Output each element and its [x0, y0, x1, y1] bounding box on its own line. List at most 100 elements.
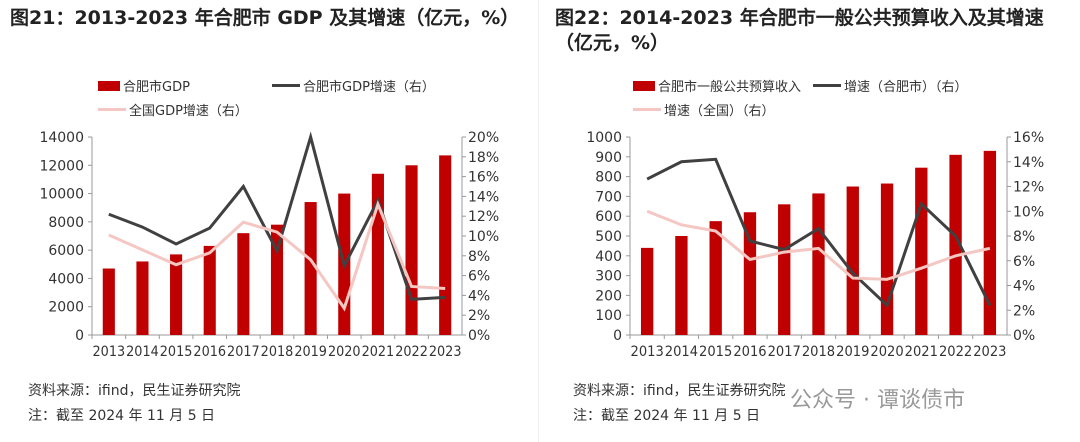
left-tick-label: 0: [613, 328, 622, 344]
bar: [675, 236, 688, 335]
divider: [538, 0, 539, 442]
legend-label: 增速（全国）（右）: [664, 104, 775, 119]
right-tick-label: 2%: [1013, 303, 1035, 319]
legend-label: 合肥市一般公共预算收入: [658, 80, 802, 95]
legend-item: 全国GDP增速（右）: [98, 100, 248, 119]
bar: [709, 221, 722, 335]
x-tick-label: 2018: [802, 344, 835, 360]
left-tick-label: 4000: [48, 271, 84, 287]
right-tick-label: 0%: [468, 328, 490, 344]
legend-item: 合肥市一般公共预算收入: [633, 76, 801, 95]
legend-label: 合肥市GDP增速（右）: [303, 80, 435, 95]
left-tick-label: 8000: [48, 215, 84, 231]
watermark: 公众号 · 谭谈债市: [790, 388, 965, 413]
right-tick-label: 10%: [1013, 204, 1044, 220]
right-tick-label: 14%: [1013, 155, 1044, 171]
x-tick-label: 2018: [261, 344, 294, 360]
left-tick-label: 10000: [39, 187, 84, 203]
left-tick-label: 800: [595, 170, 622, 186]
left-tick-label: 400: [595, 249, 622, 265]
bar: [778, 204, 791, 335]
x-tick-label: 2023: [973, 344, 1006, 360]
right-tick-label: 6%: [1013, 254, 1035, 270]
left-tick-label: 200: [595, 288, 622, 304]
x-tick-label: 2014: [665, 344, 698, 360]
right-tick-label: 14%: [468, 189, 499, 205]
left-tick-label: 700: [595, 189, 622, 205]
right-tick-label: 16%: [1013, 130, 1044, 146]
x-tick-label: 2022: [939, 344, 972, 360]
x-tick-label: 2015: [160, 344, 193, 360]
legend-label: 增速（合肥市）（右）: [844, 80, 968, 95]
date-note: 注：截至 2024 年 11 月 5 日: [28, 408, 216, 424]
right-tick-label: 8%: [1013, 229, 1035, 245]
x-tick-label: 2021: [905, 344, 938, 360]
bar: [237, 233, 250, 335]
right-tick-label: 18%: [468, 150, 499, 166]
x-tick-label: 2013: [93, 344, 126, 360]
x-tick-label: 2019: [294, 344, 327, 360]
source-note: 资料来源：ifind，民生证券研究院: [28, 383, 241, 399]
date-note: 注：截至 2024 年 11 月 5 日: [573, 408, 761, 424]
legend-item: 增速（合肥市）（右）: [813, 76, 968, 95]
left-tick-label: 14000: [39, 130, 84, 146]
x-tick-label: 2015: [699, 344, 732, 360]
right-tick-label: 2%: [468, 308, 490, 324]
bar: [880, 183, 894, 335]
x-tick-label: 2021: [362, 344, 395, 360]
left-tick-label: 300: [595, 269, 622, 285]
x-tick-label: 2023: [429, 344, 462, 360]
chart-title: 图22：2014-2023 年合肥市一般公共预算收入及其增速（亿元，%）: [555, 7, 1044, 54]
bar: [846, 186, 859, 335]
left-tick-label: 2000: [48, 300, 84, 316]
x-tick-label: 2016: [733, 344, 766, 360]
x-tick-label: 2022: [395, 344, 428, 360]
left-tick-label: 600: [595, 209, 622, 225]
left-tick-label: 100: [595, 308, 622, 324]
chart-plot: 0 100 200 300 400 500 600 700 800 900 1000 0% 2% 4% 6%…: [586, 130, 1044, 360]
bar: [203, 245, 216, 335]
bar: [983, 150, 997, 335]
bar: [640, 247, 654, 335]
legend-label: 合肥市GDP: [123, 80, 190, 95]
right-tick-label: 4%: [1013, 279, 1035, 295]
chart-title: 图21：2013-2023 年合肥市 GDP 及其增速（亿元，%）: [10, 7, 520, 29]
right-tick-label: 12%: [1013, 180, 1044, 196]
bar: [915, 167, 928, 335]
right-tick-label: 12%: [468, 209, 499, 225]
left-tick-label: 1000: [586, 130, 622, 146]
bar: [304, 202, 317, 335]
right-tick-label: 6%: [468, 269, 490, 285]
bar: [102, 268, 115, 335]
x-tick-label: 2020: [328, 344, 361, 360]
right-tick-label: 8%: [468, 249, 490, 265]
right-tick-label: 20%: [468, 130, 499, 146]
chart-panel-2: 图22：2014-2023 年合肥市一般公共预算收入及其增速（亿元，%） 0 10…: [545, 0, 1075, 442]
left-tick-label: 900: [595, 150, 622, 166]
bar: [270, 224, 284, 335]
left-tick-label: 500: [595, 229, 622, 245]
bar: [949, 154, 962, 335]
chart-plot: 0 2000 4000 6000 8000 10000 12000 14000 0% 2% 4% 6%…: [39, 130, 499, 360]
right-tick-label: 0%: [1013, 328, 1035, 344]
source-note: 资料来源：ifind，民生证券研究院: [573, 383, 786, 399]
chart-panel-1: 图21：2013-2023 年合肥市 GDP 及其增速（亿元，%） 0 2000 4…: [0, 0, 530, 442]
bar: [812, 193, 825, 335]
legend-item: 合肥市GDP增速（右）: [272, 76, 435, 95]
left-tick-label: 12000: [39, 158, 84, 174]
x-tick-label: 2019: [836, 344, 869, 360]
bar: [136, 261, 149, 335]
legend-label: 全国GDP增速（右）: [129, 104, 248, 119]
x-tick-label: 2017: [227, 344, 260, 360]
bar: [170, 254, 183, 335]
x-tick-label: 2017: [768, 344, 801, 360]
left-tick-label: 6000: [48, 243, 84, 259]
bar: [405, 165, 418, 335]
x-tick-label: 2020: [870, 344, 903, 360]
legend-item: 增速（全国）（右）: [633, 100, 775, 119]
right-tick-label: 10%: [468, 229, 499, 245]
legend-item: 合肥市GDP: [98, 76, 190, 95]
x-tick-label: 2016: [193, 344, 226, 360]
right-tick-label: 4%: [468, 288, 490, 304]
right-tick-label: 16%: [468, 170, 499, 186]
